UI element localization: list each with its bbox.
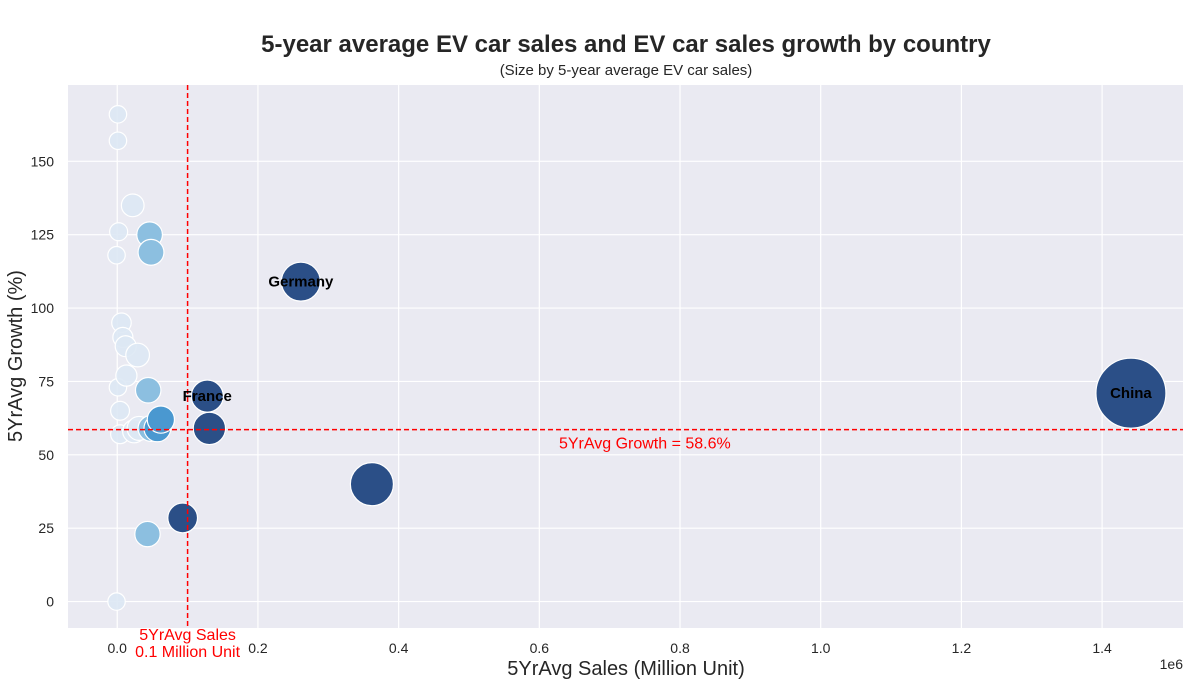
data-point bbox=[349, 462, 395, 507]
point-label: China bbox=[1110, 385, 1152, 402]
y-ticks: 0 25 50 75 100 125 150 bbox=[31, 153, 55, 609]
y-tick-label: 0 bbox=[46, 594, 54, 610]
data-point bbox=[146, 405, 176, 434]
data-point bbox=[137, 238, 165, 266]
grid-layer bbox=[68, 85, 1183, 628]
x-offset-label: 1e6 bbox=[1160, 656, 1184, 672]
plot-area bbox=[68, 85, 1183, 628]
y-tick-label: 50 bbox=[38, 447, 54, 463]
y-tick-label: 125 bbox=[31, 227, 55, 243]
y-tick-label: 150 bbox=[31, 153, 55, 169]
x-tick-label: 1.2 bbox=[952, 640, 972, 656]
labels-layer: France Germany China bbox=[183, 274, 1153, 405]
data-point bbox=[107, 245, 126, 265]
x-reference-label-line1: 5YrAvg Sales bbox=[139, 627, 236, 644]
chart-subtitle: (Size by 5-year average EV car sales) bbox=[500, 62, 753, 79]
data-point bbox=[107, 592, 126, 611]
reference-layer: 5YrAvg Growth = 58.6% 5YrAvg Sales 0.1 M… bbox=[68, 85, 1183, 661]
x-tick-label: 0.6 bbox=[530, 640, 550, 656]
x-tick-label: 1.4 bbox=[1092, 640, 1112, 656]
y-axis-label: 5YrAvg Growth (%) bbox=[5, 270, 27, 442]
y-tick-label: 100 bbox=[31, 300, 55, 316]
data-point bbox=[134, 376, 162, 404]
chart-title: 5-year average EV car sales and EV car s… bbox=[261, 31, 991, 58]
y-tick-label: 75 bbox=[38, 373, 54, 389]
data-point bbox=[167, 502, 199, 534]
data-point bbox=[110, 400, 131, 421]
y-reference-label: 5YrAvg Growth = 58.6% bbox=[559, 436, 731, 453]
point-label: France bbox=[183, 388, 232, 405]
data-point bbox=[134, 520, 161, 548]
data-point bbox=[125, 342, 151, 368]
x-tick-label: 1.0 bbox=[811, 640, 831, 656]
points-layer bbox=[107, 105, 1167, 611]
x-tick-label: 0.8 bbox=[670, 640, 690, 656]
data-point bbox=[192, 411, 227, 446]
y-tick-label: 25 bbox=[38, 520, 54, 536]
data-point bbox=[108, 131, 128, 151]
x-ticks: 0.0 0.2 0.4 0.6 0.8 1.0 1.2 1.4 bbox=[108, 640, 1113, 656]
data-point bbox=[280, 261, 321, 302]
data-point bbox=[1095, 357, 1167, 429]
x-reference-label-line2: 0.1 Million Unit bbox=[135, 644, 240, 661]
x-tick-label: 0.2 bbox=[248, 640, 268, 656]
x-axis-label: 5YrAvg Sales (Million Unit) bbox=[507, 658, 745, 680]
point-label: Germany bbox=[268, 274, 334, 291]
data-point bbox=[120, 193, 145, 218]
data-point bbox=[109, 222, 129, 242]
x-tick-label: 0.0 bbox=[108, 640, 128, 656]
x-tick-label: 0.4 bbox=[389, 640, 409, 656]
data-point bbox=[108, 105, 128, 124]
data-point bbox=[115, 364, 138, 387]
